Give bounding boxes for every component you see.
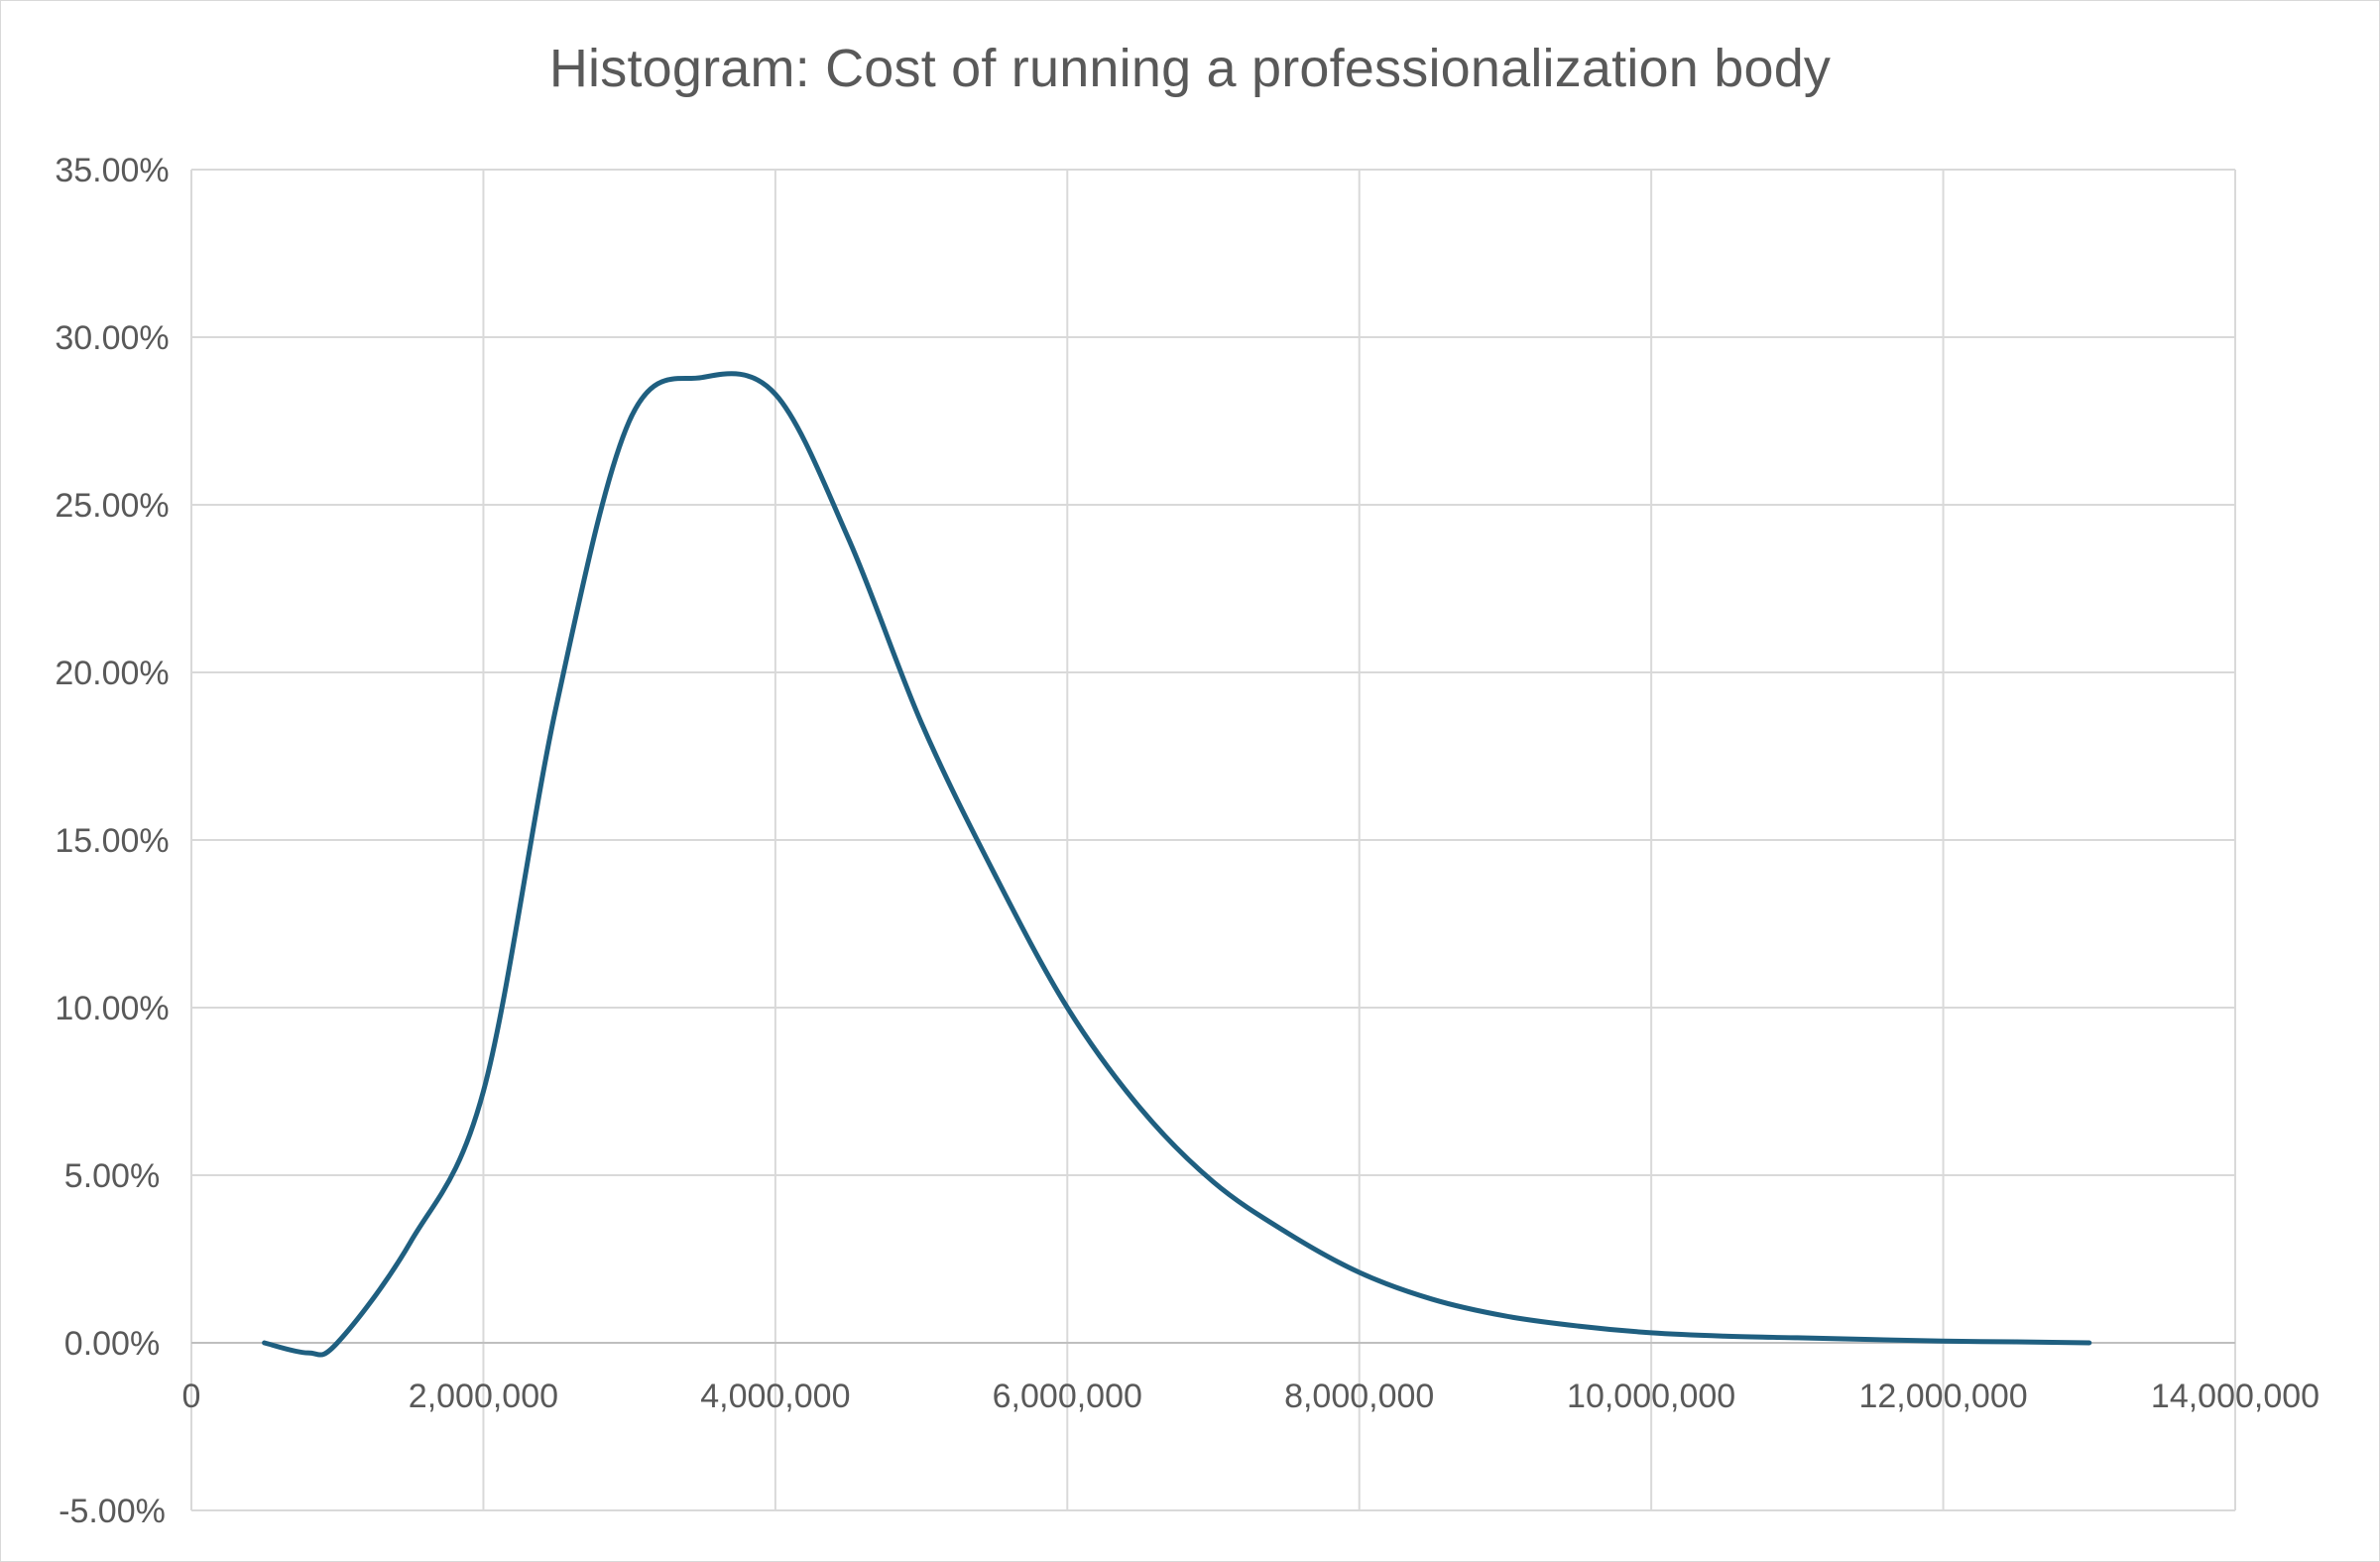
y-tick-label: 30.00% — [55, 319, 169, 357]
chart-title: Histogram: Cost of running a professiona… — [548, 39, 1832, 98]
y-tick-label: 10.00% — [55, 990, 169, 1027]
x-tick-labels: 0 2,000,000 4,000,000 6,000,000 8,000,000 10,… — [182, 1378, 2320, 1415]
x-tick-label: 8,000,000 — [1284, 1378, 1434, 1415]
horizontal-gridlines — [191, 169, 2235, 1511]
x-tick-label: 4,000,000 — [700, 1378, 850, 1415]
y-tick-label: 20.00% — [55, 655, 169, 692]
y-tick-label: 0.00% — [64, 1325, 160, 1363]
x-tick-label: 6,000,000 — [993, 1378, 1142, 1415]
y-tick-label: -5.00% — [59, 1493, 166, 1530]
series-line — [262, 371, 2092, 1358]
series-group — [262, 371, 2092, 1358]
x-tick-label: 2,000,000 — [409, 1378, 558, 1415]
y-tick-label: 15.00% — [55, 822, 169, 860]
y-tick-label: 35.00% — [55, 152, 169, 189]
x-tick-label: 14,000,000 — [2151, 1378, 2320, 1415]
x-tick-label: 0 — [182, 1378, 201, 1415]
x-tick-label: 10,000,000 — [1567, 1378, 1735, 1415]
y-tick-label: 5.00% — [64, 1157, 160, 1195]
y-tick-label: 25.00% — [55, 487, 169, 525]
y-tick-labels: -5.00% 0.00% 5.00% 10.00% 15.00% 20.00% 25.00%… — [55, 152, 169, 1530]
x-tick-label: 12,000,000 — [1858, 1378, 2027, 1415]
